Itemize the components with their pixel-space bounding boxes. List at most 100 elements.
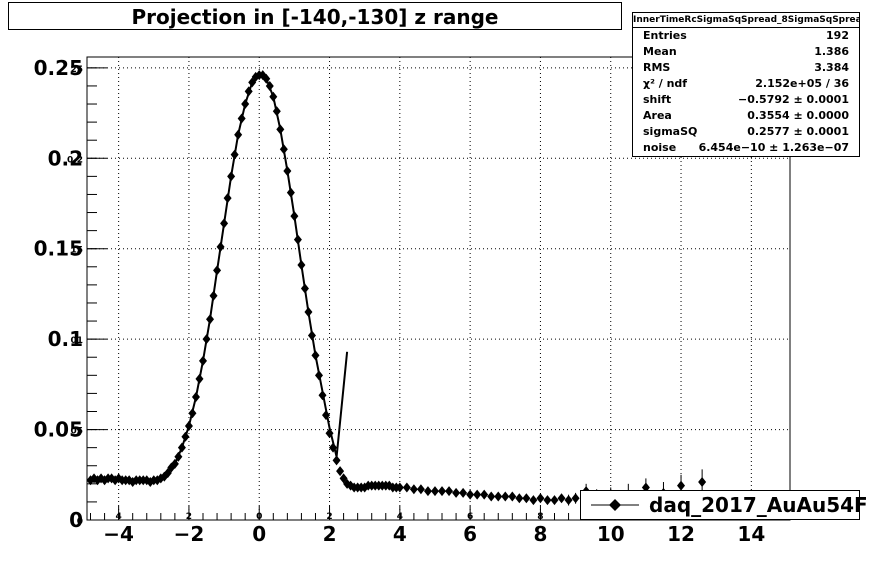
stats-label: noise xyxy=(643,141,677,154)
data-point xyxy=(473,489,482,500)
data-point xyxy=(227,171,236,182)
x-tick-label: 0 xyxy=(252,522,266,546)
data-point xyxy=(241,99,250,110)
data-point xyxy=(276,124,285,135)
data-point xyxy=(293,234,302,245)
data-point xyxy=(283,165,292,176)
data-point xyxy=(265,80,274,91)
data-point xyxy=(216,241,225,252)
data-point xyxy=(564,495,573,506)
y-tick-label: 0.2 xyxy=(48,146,83,170)
x-tick-label: 4 xyxy=(393,522,407,546)
data-point xyxy=(269,91,278,102)
y-tick-small-label: 0 xyxy=(77,517,83,527)
stats-label: Area xyxy=(643,109,672,122)
legend-marker-icon xyxy=(591,499,639,511)
stats-row: Entries 192 xyxy=(633,28,859,44)
data-point xyxy=(402,482,411,493)
data-point xyxy=(550,495,559,506)
stats-value: 6.454e−10 ± 1.263e−07 xyxy=(698,141,849,154)
x-tick-label: 2 xyxy=(323,522,337,546)
data-point xyxy=(314,370,323,381)
stats-label: χ² / ndf xyxy=(643,77,688,90)
y-tick-label: 0 xyxy=(69,508,83,532)
data-point xyxy=(206,314,215,325)
data-point xyxy=(181,431,190,442)
stats-value: −0.5792 ± 0.0001 xyxy=(738,93,849,106)
y-tick-small-label: 01 xyxy=(70,336,83,346)
data-point xyxy=(286,187,295,198)
data-point xyxy=(332,455,341,466)
stats-value: 192 xyxy=(826,29,849,42)
data-markers xyxy=(86,70,707,506)
x-tick-label: 14 xyxy=(737,522,765,546)
legend: daq_2017_AuAu54F xyxy=(580,490,868,520)
data-point xyxy=(191,392,200,403)
data-point xyxy=(480,489,489,500)
data-point xyxy=(290,211,299,222)
data-point xyxy=(223,193,232,204)
data-point xyxy=(698,477,707,488)
fit-curve xyxy=(90,73,349,482)
data-point xyxy=(188,408,197,419)
data-point xyxy=(234,129,243,140)
data-point xyxy=(307,330,316,341)
data-point xyxy=(677,480,686,491)
data-point xyxy=(279,144,288,155)
data-point xyxy=(209,290,218,301)
stats-row: shift −0.5792 ± 0.0001 xyxy=(633,92,859,108)
data-point xyxy=(184,420,193,431)
data-point xyxy=(409,484,418,495)
stats-row: noise 6.454e−10 ± 1.263e−07 xyxy=(633,140,859,156)
stats-value: 2.152e+05 / 36 xyxy=(755,77,849,90)
data-point xyxy=(571,493,580,504)
data-point xyxy=(487,491,496,502)
data-point xyxy=(452,487,461,498)
data-point xyxy=(262,73,271,84)
data-point xyxy=(395,482,404,493)
data-point xyxy=(244,86,253,97)
data-point xyxy=(466,489,475,500)
y-tick-small-label: 05 xyxy=(70,427,83,437)
data-point xyxy=(177,442,186,453)
data-point xyxy=(459,487,468,498)
data-point xyxy=(311,350,320,361)
data-point xyxy=(641,482,650,493)
x-tick-label: 10 xyxy=(597,522,625,546)
chart-title: Projection in [-140,-130] z range xyxy=(8,2,622,30)
y-tick-label: 0.1 xyxy=(48,327,83,351)
stats-value: 1.386 xyxy=(814,45,849,58)
y-tick-label: 0.15 xyxy=(34,237,83,261)
data-point xyxy=(318,390,327,401)
x-tick-label: −4 xyxy=(103,522,134,546)
plot-frame xyxy=(86,56,791,521)
stats-label: Mean xyxy=(643,45,677,58)
data-point xyxy=(202,334,211,345)
data-point xyxy=(297,259,306,270)
x-tick-label: −2 xyxy=(174,522,205,546)
data-point xyxy=(445,486,454,497)
data-point xyxy=(198,355,207,366)
data-point xyxy=(536,493,545,504)
data-point xyxy=(325,428,334,439)
data-point xyxy=(304,307,313,318)
y-tick-small-label: 0.2 xyxy=(67,155,83,165)
data-point xyxy=(501,491,510,502)
data-point xyxy=(522,493,531,504)
data-point xyxy=(195,373,204,384)
data-point xyxy=(220,218,229,229)
stats-row: sigmaSQ 0.2577 ± 0.0001 xyxy=(633,124,859,140)
legend-label: daq_2017_AuAu54F xyxy=(649,493,868,517)
stats-title: InnerTimeRcSigmaSqSpread_8SigmaSqSpread xyxy=(633,13,859,28)
stats-box: InnerTimeRcSigmaSqSpread_8SigmaSqSpread … xyxy=(632,12,860,157)
data-point xyxy=(529,495,538,506)
data-point xyxy=(322,410,331,421)
y-tick-small-label: 15 xyxy=(70,246,83,256)
stats-row: χ² / ndf 2.152e+05 / 36 xyxy=(633,76,859,92)
data-point xyxy=(543,495,552,506)
stats-label: Entries xyxy=(643,29,687,42)
data-point xyxy=(336,466,345,477)
stats-label: shift xyxy=(643,93,672,106)
data-point xyxy=(237,113,246,124)
